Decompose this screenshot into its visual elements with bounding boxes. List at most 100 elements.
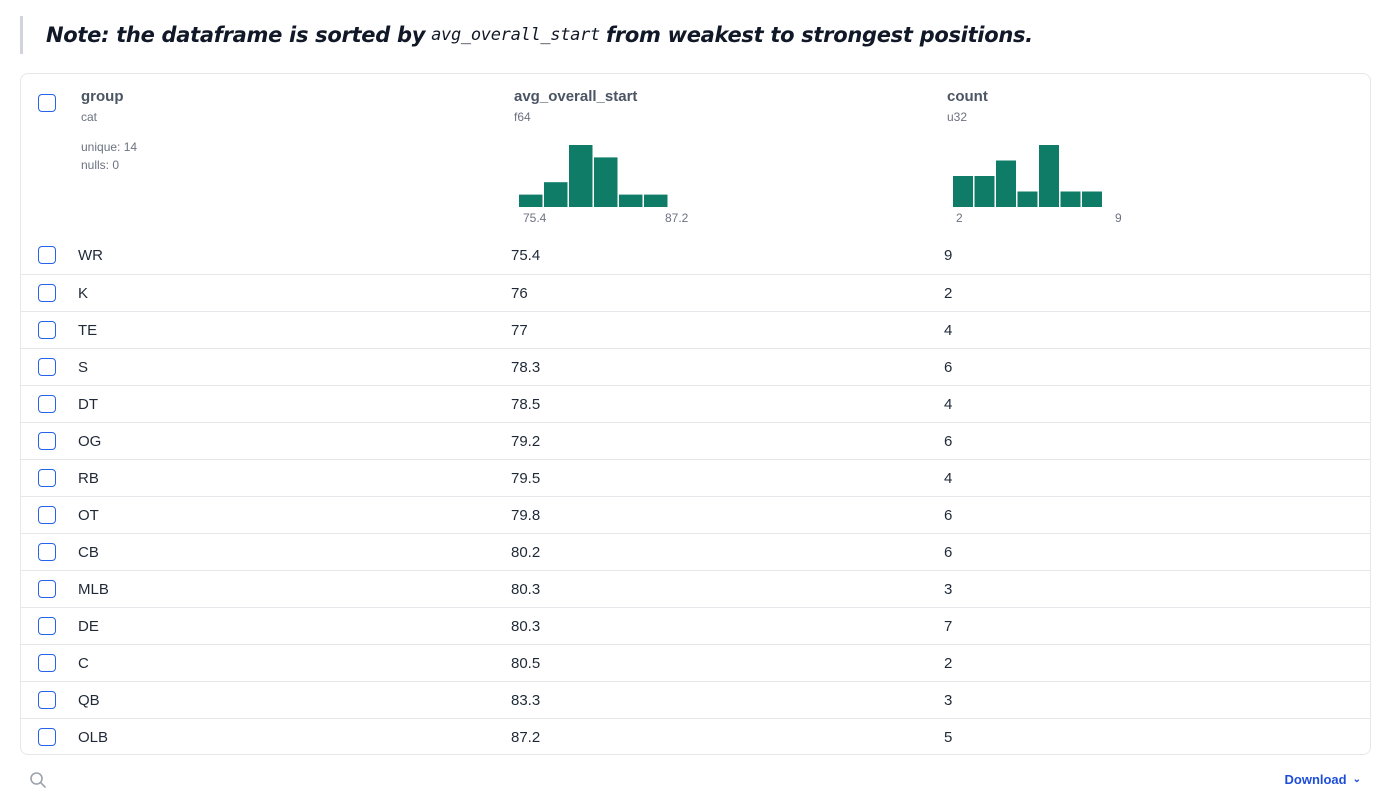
histogram-bar — [1060, 191, 1081, 207]
histogram-svg — [953, 145, 1102, 207]
table-row[interactable]: DT 78.5 4 — [21, 385, 1370, 422]
cell-count: 6 — [944, 433, 953, 450]
histogram-bar — [544, 182, 568, 207]
cell-avg-overall-start: 80.2 — [511, 544, 541, 561]
cell-group: OT — [78, 507, 99, 524]
cell-avg-overall-start: 75.4 — [511, 247, 541, 264]
histogram-bar — [569, 145, 593, 207]
cell-group: DE — [78, 618, 99, 635]
row-checkbox[interactable] — [38, 543, 56, 561]
table-row[interactable]: TE 77 4 — [21, 311, 1370, 348]
histogram-min-label: 2 — [956, 211, 963, 225]
column-name: group — [81, 88, 124, 105]
cell-count: 2 — [944, 285, 953, 302]
cell-group: K — [78, 285, 89, 302]
avg-overall-start-histogram: 75.4 87.2 — [519, 141, 699, 231]
histogram-bar — [1039, 145, 1059, 207]
histogram-bar — [519, 194, 543, 207]
table-row[interactable]: MLB 80.3 3 — [21, 570, 1370, 607]
cell-count: 6 — [944, 359, 953, 376]
cell-avg-overall-start: 80.3 — [511, 581, 541, 598]
table-row[interactable]: CB 80.2 6 — [21, 533, 1370, 570]
download-button[interactable]: Download ⌄ — [1285, 772, 1362, 787]
row-checkbox[interactable] — [38, 691, 56, 709]
row-checkbox[interactable] — [38, 617, 56, 635]
histogram-bar — [619, 194, 643, 207]
cell-count: 5 — [944, 729, 953, 746]
column-type: cat — [81, 110, 98, 124]
row-checkbox[interactable] — [38, 395, 56, 413]
histogram-min-label: 75.4 — [523, 211, 547, 225]
table-row[interactable]: RB 79.5 4 — [21, 459, 1370, 496]
histogram-max-label: 87.2 — [665, 211, 689, 225]
cell-group: OLB — [78, 729, 109, 746]
table-row[interactable]: S 78.3 6 — [21, 348, 1370, 385]
cell-count: 7 — [944, 618, 953, 635]
download-label: Download — [1284, 772, 1347, 787]
column-header-avg-overall-start[interactable]: avg_overall_start f64 — [514, 88, 637, 124]
table-row[interactable]: K 76 2 — [21, 274, 1370, 311]
cell-group: S — [78, 359, 89, 376]
row-checkbox[interactable] — [38, 246, 56, 264]
column-stats: unique: 14 nulls: 0 — [81, 138, 137, 174]
table-row[interactable]: OLB 87.2 5 — [21, 718, 1370, 755]
histogram-bar — [594, 157, 618, 207]
row-checkbox[interactable] — [38, 728, 56, 746]
column-type: f64 — [514, 110, 531, 124]
cell-group: OG — [78, 433, 102, 450]
table-row[interactable]: C 80.5 2 — [21, 644, 1370, 681]
histogram-bar — [996, 160, 1016, 207]
cell-avg-overall-start: 77 — [511, 322, 528, 339]
row-checkbox[interactable] — [38, 506, 56, 524]
row-checkbox[interactable] — [38, 654, 56, 672]
table-row[interactable]: OT 79.8 6 — [21, 496, 1370, 533]
search-icon[interactable] — [29, 771, 47, 789]
cell-avg-overall-start: 80.3 — [511, 618, 541, 635]
cell-avg-overall-start: 78.3 — [511, 359, 541, 376]
cell-avg-overall-start: 76 — [511, 285, 528, 302]
row-checkbox[interactable] — [38, 432, 56, 450]
null-count: nulls: 0 — [81, 158, 120, 172]
note-prefix: Note: the dataframe is sorted by — [46, 23, 426, 47]
histogram-bar — [1017, 191, 1038, 207]
row-checkbox[interactable] — [38, 358, 56, 376]
table-row[interactable]: WR 75.4 9 — [21, 237, 1370, 274]
cell-avg-overall-start: 78.5 — [511, 396, 541, 413]
row-checkbox[interactable] — [38, 469, 56, 487]
histogram-bar — [974, 176, 995, 207]
column-header-count[interactable]: count u32 — [947, 88, 988, 124]
note-code: avg_overall_start — [431, 25, 600, 45]
cell-count: 3 — [944, 581, 953, 598]
cell-group: MLB — [78, 581, 109, 598]
cell-group: CB — [78, 544, 99, 561]
row-checkbox[interactable] — [38, 284, 56, 302]
row-checkbox[interactable] — [38, 321, 56, 339]
cell-group: QB — [78, 692, 100, 709]
table-body: WR 75.4 9 K 76 2 TE 77 4 S 78.3 6 DT 78.5 4 OG 79.2 6 RB 79… — [21, 237, 1370, 755]
unique-count: unique: 14 — [81, 140, 138, 154]
cell-count: 4 — [944, 322, 953, 339]
table-row[interactable]: QB 83.3 3 — [21, 681, 1370, 718]
chevron-down-icon: ⌄ — [1352, 774, 1361, 785]
cell-group: DT — [78, 396, 98, 413]
cell-count: 6 — [944, 507, 953, 524]
cell-group: TE — [78, 322, 98, 339]
cell-group: WR — [78, 247, 103, 264]
cell-avg-overall-start: 79.2 — [511, 433, 541, 450]
table-header: group cat unique: 14 nulls: 0 avg_overal… — [21, 74, 1370, 238]
histogram-max-label: 9 — [1115, 211, 1122, 225]
cell-group: RB — [78, 470, 99, 487]
table-row[interactable]: OG 79.2 6 — [21, 422, 1370, 459]
table-row[interactable]: DE 80.3 7 — [21, 607, 1370, 644]
cell-avg-overall-start: 79.8 — [511, 507, 541, 524]
column-name: count — [947, 88, 988, 105]
cell-avg-overall-start: 87.2 — [511, 729, 541, 746]
cell-count: 4 — [944, 396, 953, 413]
histogram-bar — [953, 176, 973, 207]
cell-count: 4 — [944, 470, 953, 487]
row-checkbox[interactable] — [38, 580, 56, 598]
column-type: u32 — [947, 110, 968, 124]
select-all-checkbox[interactable] — [38, 94, 56, 112]
column-header-group[interactable]: group cat unique: 14 nulls: 0 — [81, 88, 137, 174]
histogram-bar — [1082, 191, 1102, 207]
